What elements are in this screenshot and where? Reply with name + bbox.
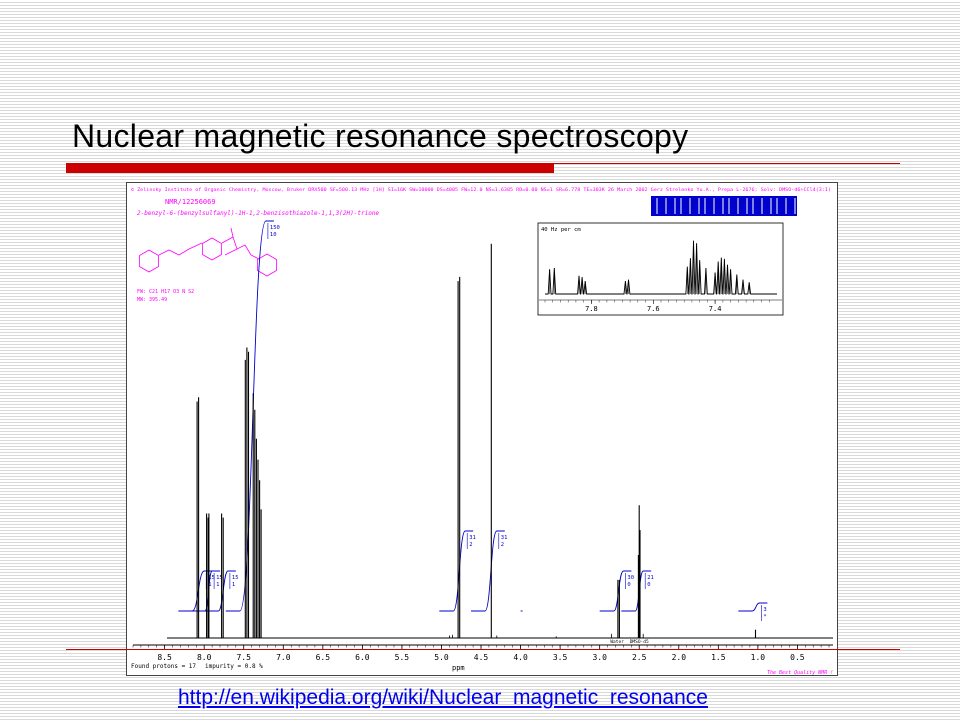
integral-value-1-1: 1 bbox=[216, 582, 219, 588]
integral-value-6-0: 30 bbox=[627, 575, 634, 581]
integral-curve-3 bbox=[225, 220, 274, 612]
x-axis-ticks: 8.5 8.0 7.5 7.0 6.5 6.0 5.5 5.0 4.5 4.0 3.5 3.0 2.5 2… bbox=[132, 639, 830, 662]
header-acquisition-line: © Zelinsky Institute of Organic Chemistr… bbox=[131, 187, 831, 193]
inset-tick-label-1: 7.6 bbox=[647, 305, 660, 313]
integral-value-1-0: 15 bbox=[216, 575, 223, 581]
integral-value-0-1: 1 bbox=[208, 582, 211, 588]
credit-text: The Best Quality NMR ! bbox=[767, 670, 833, 676]
spectrum-peaks bbox=[196, 243, 757, 638]
impurity-text: impurity = 0.8 % bbox=[205, 663, 263, 670]
x-tick-label-10: 3.5 bbox=[553, 653, 568, 662]
header-molecular-weight: MW: 395.49 bbox=[137, 297, 167, 303]
integral-curve-8 bbox=[738, 602, 768, 612]
integral-value-3-1: 10 bbox=[270, 232, 277, 238]
integral-value-6-1: 0 bbox=[627, 582, 630, 588]
integral-value-5-0: 31 bbox=[501, 535, 508, 541]
x-tick-label-14: 1.5 bbox=[711, 653, 726, 662]
title-accent-bar bbox=[66, 163, 554, 173]
x-tick-label-6: 5.5 bbox=[395, 653, 410, 662]
integral-value-8-1: * bbox=[763, 614, 766, 620]
inset-tick-label-2: 7.4 bbox=[709, 305, 722, 313]
expansion-inset: 40 Hz per cm 7.8 7.6 7.4 bbox=[537, 222, 784, 316]
x-tick-label-5: 6.0 bbox=[355, 653, 370, 662]
integral-value-2-1: 1 bbox=[232, 582, 235, 588]
x-tick-label-7: 5.0 bbox=[434, 653, 449, 662]
integral-curve-4 bbox=[439, 530, 474, 612]
found-protons-text: Found protons = 17 bbox=[131, 663, 196, 670]
nmr-spectrum-figure: © Zelinsky Institute of Organic Chemistr… bbox=[126, 182, 838, 676]
x-tick-label-16: 0.5 bbox=[790, 653, 805, 662]
x-tick-label-1: 8.0 bbox=[197, 653, 212, 662]
inset-scale-label: 40 Hz per cm bbox=[541, 227, 581, 233]
integral-value-4-0: 31 bbox=[469, 535, 476, 541]
integral-value-0-0: 15 bbox=[208, 575, 215, 581]
inset-ticks: 7.8 7.6 7.4 bbox=[539, 299, 782, 313]
source-link[interactable]: http://en.wikipedia.org/wiki/Nuclear_mag… bbox=[178, 686, 708, 709]
inset-peaks bbox=[545, 240, 777, 295]
thioether-chain bbox=[158, 242, 203, 256]
benzyl-ring-2 bbox=[257, 253, 277, 277]
nmr-spectrum-chart: © Zelinsky Institute of Organic Chemistr… bbox=[131, 187, 833, 676]
pulse-sequence-marker bbox=[651, 196, 797, 216]
inset-frame bbox=[537, 222, 784, 316]
integral-value-3-0: 150 bbox=[270, 225, 280, 231]
x-tick-label-12: 2.5 bbox=[632, 653, 647, 662]
fused-ring bbox=[202, 237, 222, 261]
integral-value-4-1: 2 bbox=[469, 542, 472, 548]
solvent-label-0: Water bbox=[610, 639, 624, 645]
x-tick-label-11: 3.0 bbox=[592, 653, 607, 662]
x-tick-label-8: 4.5 bbox=[474, 653, 489, 662]
integral-value-8-0: 3 bbox=[763, 607, 766, 613]
x-tick-label-4: 6.5 bbox=[316, 653, 331, 662]
x-tick-label-13: 2.0 bbox=[672, 653, 687, 662]
x-tick-label-15: 1.0 bbox=[751, 653, 766, 662]
solvent-label-1: DMSO-d5 bbox=[630, 639, 649, 645]
integral-curve-6 bbox=[599, 570, 632, 612]
integral-value-7-0: 21 bbox=[647, 575, 654, 581]
x-tick-label-0: 8.5 bbox=[157, 653, 172, 662]
x-axis-label: ppm bbox=[452, 664, 465, 672]
integral-value-7-1: 0 bbox=[647, 582, 650, 588]
header-sample-id: NMR/12256069 bbox=[165, 198, 216, 206]
benzyl-ring-1 bbox=[139, 249, 159, 273]
slide-lower-rule bbox=[66, 649, 900, 650]
integral-value-5-1: 2 bbox=[501, 542, 504, 548]
header-formula: FW: C21 H17 O3 N S2 bbox=[137, 289, 194, 295]
isothiazole-ring bbox=[221, 227, 260, 260]
header-compound-name: 2-benzyl-6-(benzylsulfanyl)-1H-1,2-benzi… bbox=[137, 210, 379, 217]
x-tick-label-3: 7.0 bbox=[276, 653, 291, 662]
inset-tick-label-0: 7.8 bbox=[585, 305, 598, 313]
molecule-structure-drawing bbox=[139, 227, 277, 277]
slide-title: Nuclear magnetic resonance spectroscopy bbox=[72, 118, 689, 154]
integral-value-2-0: 15 bbox=[232, 575, 239, 581]
integral-curve-5 bbox=[471, 530, 505, 612]
x-tick-label-9: 4.0 bbox=[513, 653, 528, 662]
x-tick-label-2: 7.5 bbox=[236, 653, 251, 662]
